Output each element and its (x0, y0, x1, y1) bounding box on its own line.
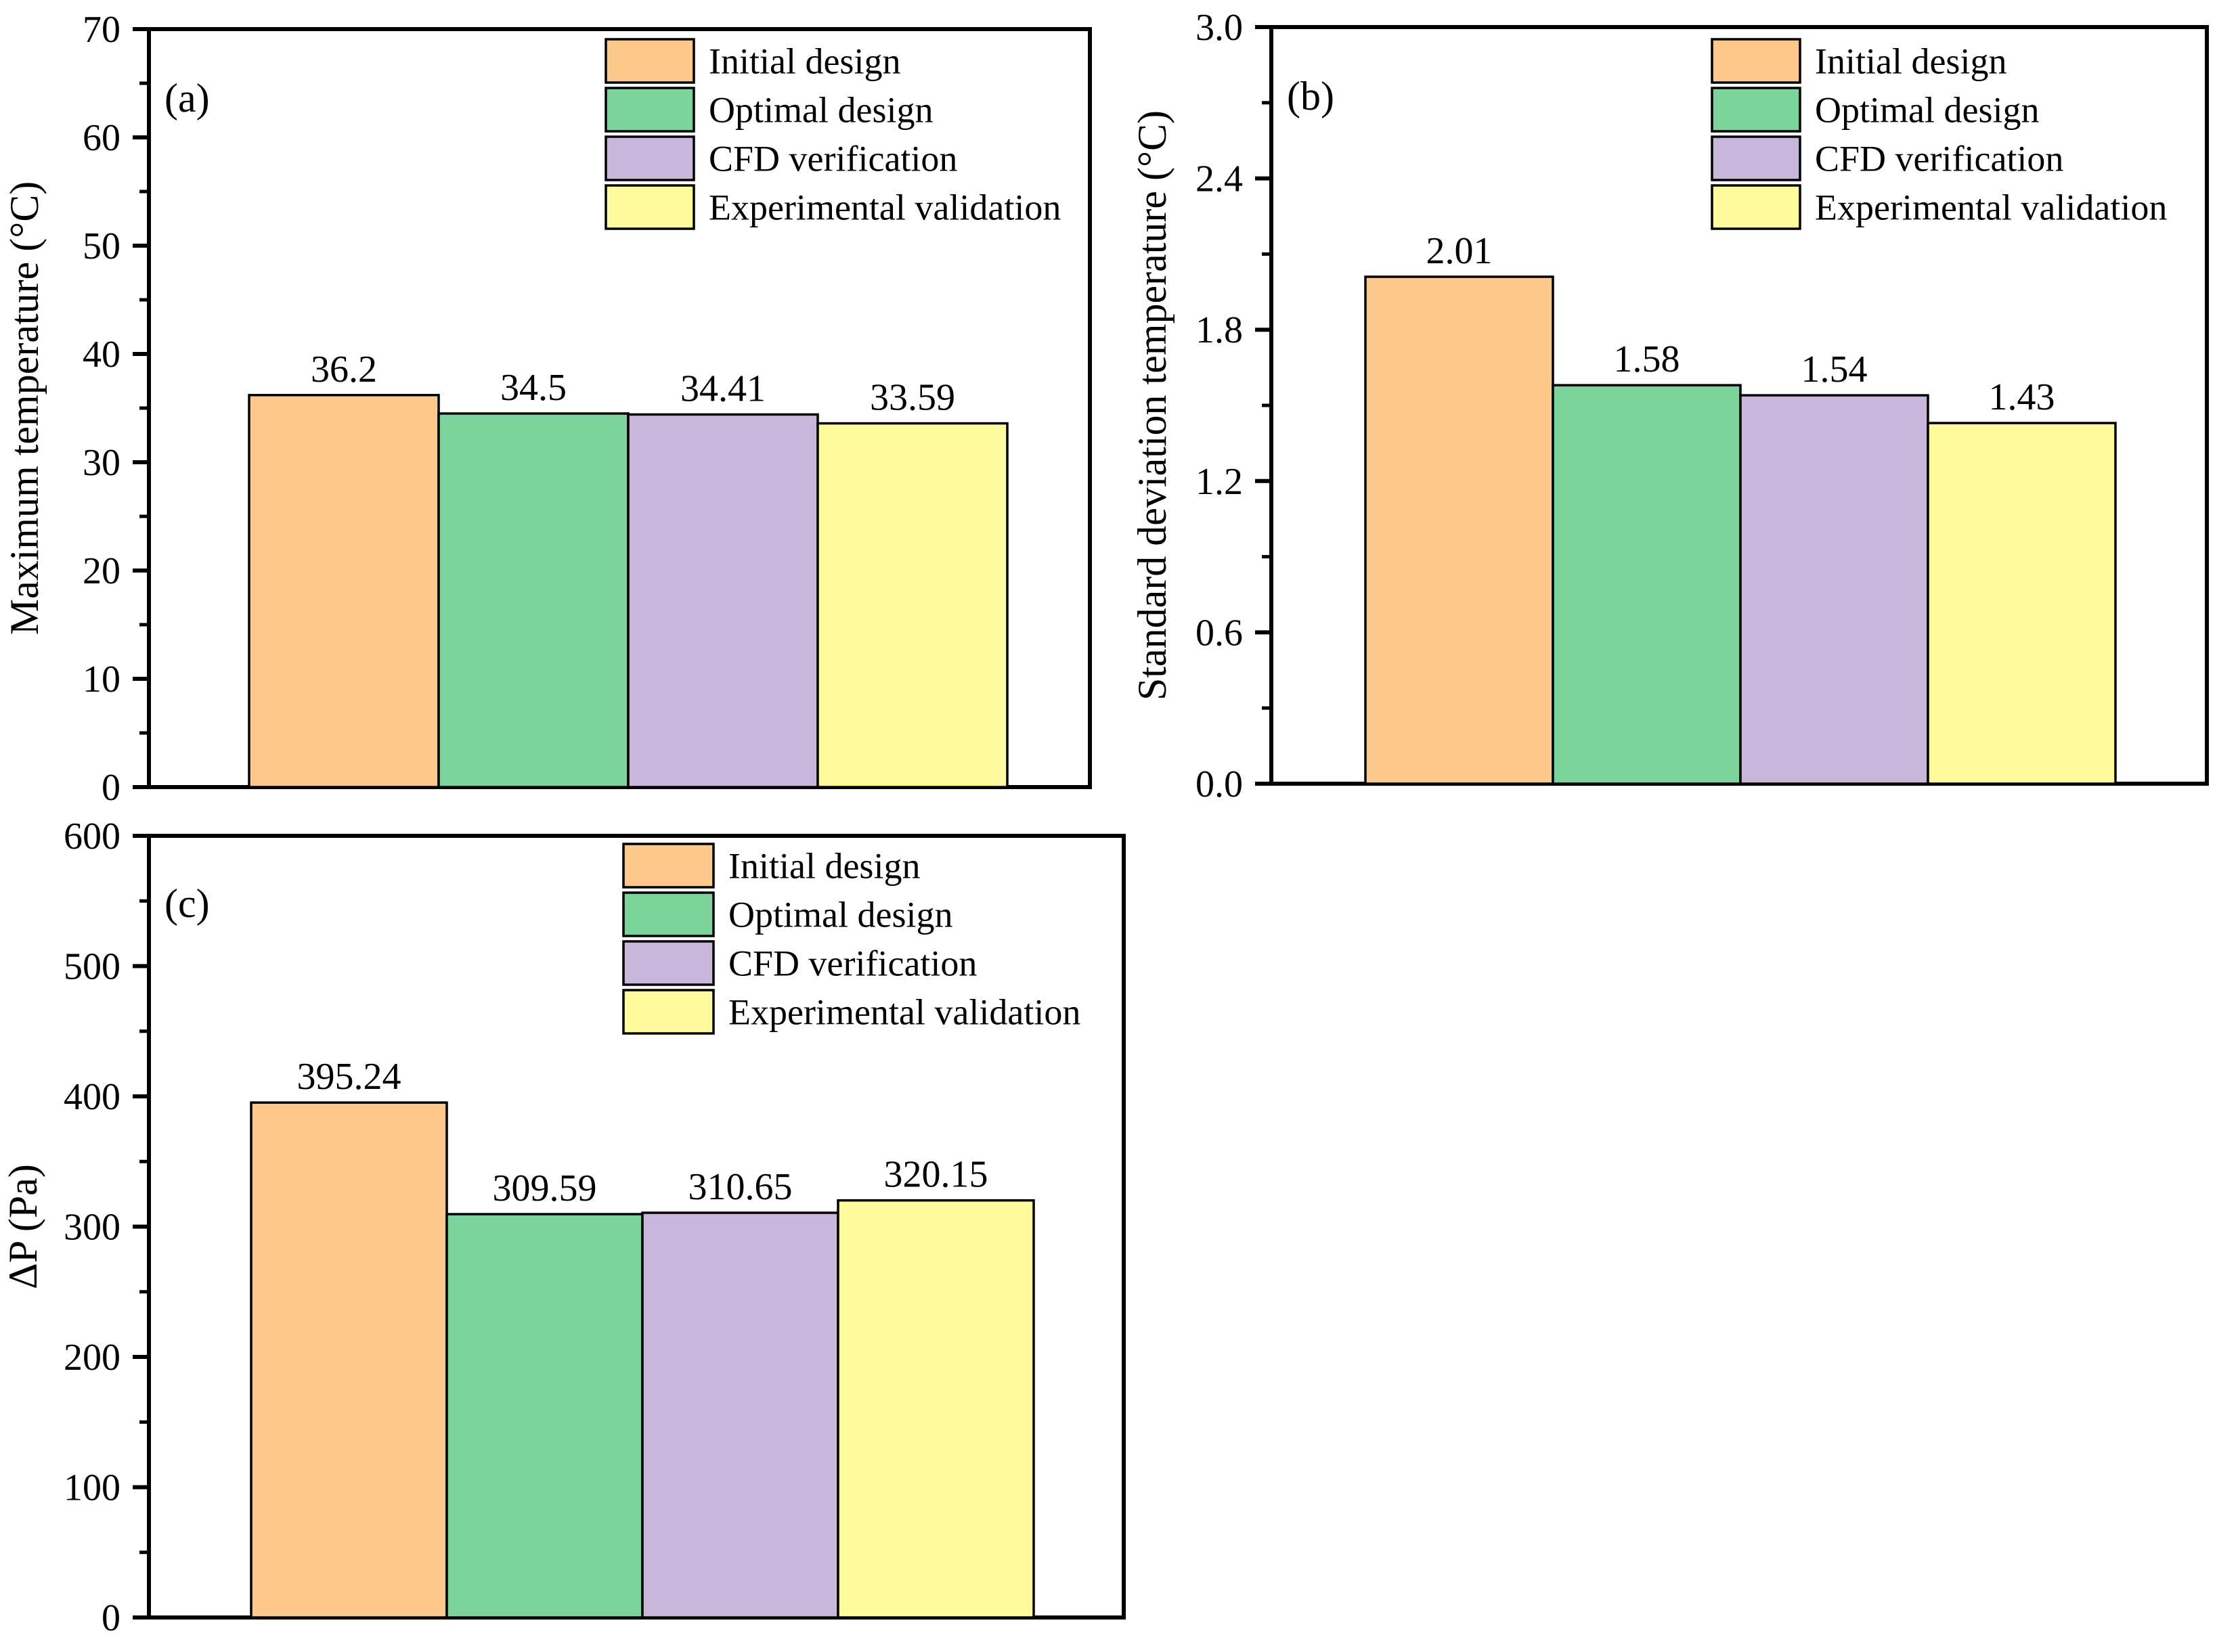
chart-panel-b: 0.0 0.6 1.2 1.8 2.4 3.0 2.01 1.58 1.54 1.43 (b) Sta… (1130, 7, 2209, 805)
bar-cfd-verification (627, 413, 819, 788)
legend-swatch-cfd-verification (622, 940, 715, 986)
bar-value-label: 34.5 (500, 367, 567, 409)
bar-experimental-validation (816, 422, 1009, 788)
bar-initial-design (248, 394, 440, 788)
legend-swatch-cfd-verification (605, 135, 695, 181)
y-axis-tick-label: 0.6 (1195, 612, 1243, 654)
bar-value-label: 1.54 (1801, 349, 1868, 390)
legend-label-cfd-verification: CFD verification (1815, 138, 2063, 179)
bar-optimal-design (437, 412, 630, 788)
y-axis-tick-label: 0 (102, 767, 120, 809)
legend-label-optimal-design: Optimal design (1815, 89, 2039, 130)
legend-swatch-optimal-design (622, 891, 715, 937)
legend-label-optimal-design: Optimal design (728, 894, 952, 935)
bar-initial-design (250, 1101, 448, 1619)
legend-swatch-experimental-validation (622, 989, 715, 1035)
y-axis-tick-label: 60 (83, 117, 120, 159)
bar-value-label: 34.41 (680, 367, 766, 409)
legend-label-cfd-verification: CFD verification (709, 138, 957, 179)
y-axis-title: ΔP (Pa) (1, 1164, 45, 1289)
bar-value-label: 1.43 (1989, 376, 2055, 418)
y-axis-tick-label: 200 (64, 1337, 120, 1379)
legend-label-optimal-design: Optimal design (709, 89, 933, 130)
y-axis-tick-label: 30 (83, 442, 120, 484)
legend-swatch-experimental-validation (1711, 184, 1801, 230)
legend-label-initial-design: Initial design (709, 41, 900, 81)
y-axis-tick-label: 500 (64, 946, 120, 988)
legend-swatch-optimal-design (605, 87, 695, 133)
bar-value-label: 36.2 (311, 349, 377, 390)
y-axis-tick-label: 1.8 (1195, 309, 1243, 351)
bar-value-label: 310.65 (688, 1166, 793, 1208)
bar-value-label: 395.24 (297, 1056, 401, 1098)
y-axis-tick-label: 300 (64, 1207, 120, 1249)
panel-label: (c) (164, 881, 210, 926)
legend-swatch-optimal-design (1711, 87, 1801, 133)
y-axis-title: Standard deviation temperature (°C) (1130, 110, 1175, 700)
y-axis-tick-label: 0.0 (1195, 763, 1243, 805)
y-axis-tick-label: 400 (64, 1076, 120, 1118)
legend-label-cfd-verification: CFD verification (728, 943, 977, 983)
y-axis-tick-label: 70 (83, 9, 120, 51)
bar-value-label: 320.15 (884, 1154, 988, 1196)
legend-label-initial-design: Initial design (1815, 41, 2006, 81)
y-axis-title: Maximum temperature (°C) (2, 181, 47, 635)
legend-label-experimental-validation: Experimental validation (709, 187, 1061, 227)
bar-value-label: 2.01 (1426, 230, 1493, 272)
legend-label-initial-design: Initial design (728, 845, 920, 886)
bar-experimental-validation (837, 1199, 1035, 1619)
y-axis-tick-label: 10 (83, 658, 120, 700)
legend-swatch-initial-design (1711, 38, 1801, 84)
bar-initial-design (1364, 275, 1554, 785)
legend-swatch-initial-design (622, 843, 715, 889)
legend-swatch-experimental-validation (605, 184, 695, 230)
y-axis-tick-label: 50 (83, 225, 120, 267)
legend-swatch-initial-design (605, 38, 695, 84)
y-axis-tick-label: 100 (64, 1467, 120, 1509)
panel-label: (a) (164, 76, 210, 120)
y-axis-tick-label: 1.2 (1195, 461, 1243, 503)
chart-panel-c: 0 100 200 300 400 500 600 395.24 309.59 310.65 320… (1, 816, 1126, 1639)
bar-optimal-design (445, 1213, 644, 1619)
legend-swatch-cfd-verification (1711, 135, 1801, 181)
bar-value-label: 33.59 (870, 377, 955, 419)
bar-cfd-verification (1739, 394, 1929, 785)
y-axis-tick-label: 40 (83, 334, 120, 376)
y-axis-tick-label: 0 (102, 1597, 120, 1639)
chart-panel-a: 0 10 20 30 40 50 60 70 36.2 34.5 34.41 33.59 (a) Maxi… (2, 9, 1092, 809)
legend-label-experimental-validation: Experimental validation (728, 991, 1080, 1032)
y-axis-tick-label: 3.0 (1195, 7, 1243, 49)
y-axis-tick-label: 600 (64, 816, 120, 857)
bar-optimal-design (1552, 384, 1742, 785)
bar-value-label: 309.59 (493, 1167, 597, 1209)
panel-label: (b) (1287, 74, 1334, 118)
y-axis-tick-label: 20 (83, 550, 120, 592)
bar-value-label: 1.58 (1614, 338, 1680, 380)
bar-experimental-validation (1927, 422, 2117, 785)
bar-cfd-verification (641, 1211, 839, 1619)
legend-label-experimental-validation: Experimental validation (1815, 187, 2167, 227)
y-axis-tick-label: 2.4 (1195, 158, 1243, 200)
